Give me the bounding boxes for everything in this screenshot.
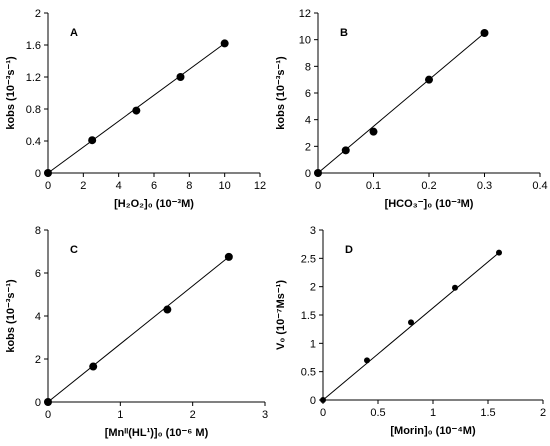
x-tick-label: 0 bbox=[315, 180, 321, 192]
x-tick-label: 0.5 bbox=[370, 407, 385, 419]
y-axis-title: V₀ (10⁻⁷Ms⁻¹) bbox=[275, 280, 287, 350]
panel-b: 0 0.1 0.2 0.3 0.4 0 2 4 6 8 10 12 B [HCO₃⁻]₀ (10⁻³M) k… bbox=[275, 8, 548, 210]
data-point bbox=[176, 73, 185, 81]
data-point bbox=[132, 106, 141, 115]
y-tick-label: 0.8 bbox=[26, 104, 41, 116]
x-tick-label: 0.1 bbox=[366, 180, 381, 192]
y-tick-label: 0 bbox=[305, 168, 311, 180]
x-tick-label: 0 bbox=[320, 407, 326, 419]
y-tick-label: 6 bbox=[35, 268, 41, 280]
x-tick-label: 10 bbox=[219, 180, 231, 192]
fit-line bbox=[322, 252, 500, 401]
y-tick-label: 0 bbox=[35, 397, 41, 409]
y-tick-label: 1.2 bbox=[26, 72, 41, 84]
panel-c: 0 1 2 3 0 2 4 6 8 C [Mnᴵᴵ(HL¹)]₀ (10⁻⁶ M) kobs (10⁻… bbox=[5, 225, 268, 439]
y-tick-label: 8 bbox=[35, 225, 41, 237]
y-tick-label: 2 bbox=[305, 141, 311, 153]
x-axis-title: [HCO₃⁻]₀ (10⁻³M) bbox=[385, 198, 474, 210]
y-tick-label: 1 bbox=[310, 338, 316, 350]
data-point bbox=[364, 357, 370, 364]
data-point bbox=[496, 249, 502, 256]
x-tick-label: 2 bbox=[80, 180, 86, 192]
x-axis-title: [H₂O₂]₀ (10⁻³M) bbox=[114, 198, 194, 210]
y-axis-title: kobs (10⁻³s⁻¹) bbox=[5, 56, 17, 130]
data-point bbox=[369, 127, 378, 136]
y-tick-label: 4 bbox=[305, 115, 311, 127]
y-axis-title: kobs (10⁻³s⁻¹) bbox=[5, 279, 17, 353]
x-tick-label: 0.2 bbox=[421, 180, 436, 192]
y-tick-label: 0 bbox=[35, 168, 41, 180]
data-point bbox=[88, 136, 97, 145]
data-point bbox=[89, 362, 98, 371]
y-tick-label: 0.4 bbox=[26, 136, 41, 148]
panel-label: B bbox=[340, 27, 348, 39]
x-tick-label: 4 bbox=[116, 180, 122, 192]
data-point bbox=[44, 169, 52, 177]
x-tick-label: 1.5 bbox=[480, 407, 495, 419]
panel-label: A bbox=[70, 27, 78, 39]
panel-label: D bbox=[345, 244, 353, 256]
data-point bbox=[220, 39, 229, 48]
y-axis-title: kobs (10⁻³s⁻¹) bbox=[275, 56, 287, 130]
x-tick-label: 0.4 bbox=[532, 180, 547, 192]
y-tick-label: 2 bbox=[310, 282, 316, 294]
y-tick-label: 2.5 bbox=[301, 253, 316, 265]
y-tick-label: 10 bbox=[299, 35, 311, 47]
x-axis-title: [Mnᴵᴵ(HL¹)]₀ (10⁻⁶ M) bbox=[105, 427, 209, 439]
y-tick-label: 6 bbox=[305, 88, 311, 100]
data-point bbox=[224, 252, 233, 261]
x-tick-label: 6 bbox=[151, 180, 157, 192]
data-point bbox=[320, 397, 326, 403]
data-point bbox=[480, 29, 489, 37]
data-point bbox=[341, 146, 350, 155]
data-point bbox=[408, 319, 414, 326]
y-tick-label: 1.6 bbox=[26, 40, 41, 52]
fit-line bbox=[47, 256, 230, 403]
data-point bbox=[163, 305, 172, 314]
x-tick-label: 1 bbox=[117, 409, 123, 421]
x-tick-label: 12 bbox=[254, 180, 266, 192]
y-tick-label: 2 bbox=[35, 8, 41, 20]
x-tick-label: 0 bbox=[45, 409, 51, 421]
x-tick-label: 2 bbox=[540, 407, 546, 419]
y-tick-label: 8 bbox=[305, 61, 311, 73]
panel-label: C bbox=[70, 244, 78, 256]
data-point bbox=[425, 75, 433, 84]
y-tick-label: 1.5 bbox=[301, 310, 316, 322]
data-point bbox=[452, 284, 458, 291]
x-tick-label: 8 bbox=[186, 180, 192, 192]
y-tick-label: 4 bbox=[35, 311, 41, 323]
x-tick-label: 0 bbox=[45, 180, 51, 192]
x-tick-label: 2 bbox=[190, 409, 196, 421]
x-tick-label: 1 bbox=[430, 407, 436, 419]
panel-d: 0 0.5 1 1.5 2 0 0.5 1 1.5 2 2.5 3 D [Morin]₀ (10⁻⁴M) V… bbox=[275, 225, 546, 437]
x-tick-label: 0.3 bbox=[477, 180, 492, 192]
y-tick-label: 12 bbox=[299, 8, 311, 20]
y-tick-label: 3 bbox=[310, 225, 316, 237]
y-tick-label: 0.5 bbox=[301, 367, 316, 379]
data-point bbox=[44, 398, 52, 406]
x-axis-title: [Morin]₀ (10⁻⁴M) bbox=[390, 425, 476, 437]
x-tick-label: 3 bbox=[262, 409, 268, 421]
y-tick-label: 2 bbox=[35, 354, 41, 366]
data-point bbox=[314, 169, 322, 177]
y-tick-label: 0 bbox=[310, 395, 316, 407]
panel-a: 0 2 4 6 8 10 12 0 0.4 0.8 1.2 1.6 2 A [H₂O₂]₀ (10⁻³M) k… bbox=[5, 8, 266, 210]
